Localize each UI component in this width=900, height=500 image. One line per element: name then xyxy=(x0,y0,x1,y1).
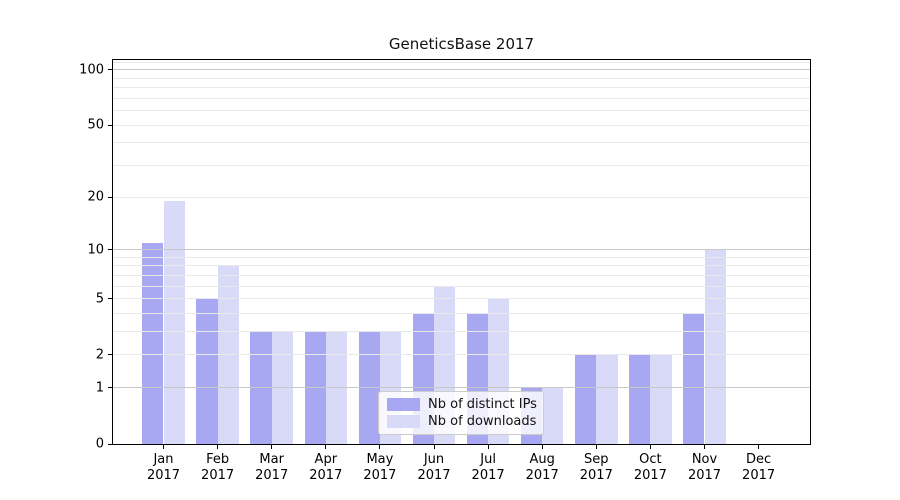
legend-row-downloads: Nb of downloads xyxy=(387,413,537,430)
y-tick-label-5: 5 xyxy=(95,291,104,307)
y-tick-label-50: 50 xyxy=(87,117,104,133)
gridline-minor-90 xyxy=(113,77,810,79)
bar-jan-downloads xyxy=(163,201,185,444)
x-tick-label-aug: Aug 2017 xyxy=(525,452,559,483)
gridline-minor-2 xyxy=(113,354,810,356)
legend-label-distinct-ips: Nb of distinct IPs xyxy=(428,397,537,412)
bar-jan-distinct-ips xyxy=(142,242,164,444)
gridline-minor-110 xyxy=(113,61,810,63)
x-tick-label-may: May 2017 xyxy=(363,452,397,483)
y-tick-mark-100 xyxy=(108,69,112,71)
chart-title: GeneticsBase 2017 xyxy=(388,35,535,53)
bar-sep-distinct-ips xyxy=(575,354,597,444)
y-tick-mark-1 xyxy=(108,387,112,389)
y-tick-mark-5 xyxy=(108,298,112,300)
x-tick-mark-mar xyxy=(271,445,273,449)
gridline-minor-30 xyxy=(113,165,810,167)
gridline-minor-50 xyxy=(113,124,810,126)
x-tick-label-oct: Oct 2017 xyxy=(633,452,667,483)
x-tick-label-nov: Nov 2017 xyxy=(687,452,722,483)
legend-row-distinct-ips: Nb of distinct IPs xyxy=(387,396,537,413)
y-tick-label-1: 1 xyxy=(95,380,104,396)
bar-nov-distinct-ips xyxy=(683,313,705,444)
gridline-minor-9 xyxy=(113,256,810,258)
gridline-major-100 xyxy=(113,69,810,71)
gridline-major-1 xyxy=(113,387,810,389)
gridline-minor-70 xyxy=(113,97,810,99)
x-tick-label-jul: Jul 2017 xyxy=(471,452,505,483)
x-tick-mark-may xyxy=(379,445,381,449)
x-tick-label-sep: Sep 2017 xyxy=(579,452,613,483)
y-tick-label-10: 10 xyxy=(87,242,104,258)
gridline-minor-3 xyxy=(113,331,810,333)
y-tick-mark-0 xyxy=(108,443,112,445)
gridline-minor-5 xyxy=(113,298,810,300)
x-tick-mark-feb xyxy=(217,445,219,449)
x-tick-mark-sep xyxy=(595,445,597,449)
gridline-minor-4 xyxy=(113,313,810,315)
bar-oct-distinct-ips xyxy=(629,354,651,444)
y-tick-label-20: 20 xyxy=(87,189,104,205)
x-tick-mark-nov xyxy=(704,445,705,449)
gridline-minor-8 xyxy=(113,265,810,267)
gridline-minor-40 xyxy=(113,142,810,144)
x-tick-mark-apr xyxy=(325,445,327,449)
x-tick-mark-jul xyxy=(487,445,489,449)
x-tick-mark-jun xyxy=(433,445,435,449)
legend-label-downloads: Nb of downloads xyxy=(428,414,537,429)
legend: Nb of distinct IPs Nb of downloads xyxy=(378,391,544,435)
x-tick-mark-jan xyxy=(163,445,164,449)
x-tick-label-feb: Feb 2017 xyxy=(201,452,235,483)
x-tick-label-jun: Jun 2017 xyxy=(417,452,451,483)
gridline-minor-6 xyxy=(113,285,810,287)
gridline-minor-80 xyxy=(113,87,810,89)
x-tick-label-jan: Jan 2017 xyxy=(146,452,181,483)
gridline-minor-20 xyxy=(113,196,810,198)
x-tick-mark-aug xyxy=(541,445,543,449)
y-tick-mark-20 xyxy=(108,196,112,198)
legend-swatch-downloads xyxy=(387,415,420,428)
bar-aug-downloads xyxy=(542,387,564,444)
y-tick-mark-50 xyxy=(108,124,112,126)
y-tick-label-0: 0 xyxy=(95,436,104,452)
gridline-minor-7 xyxy=(113,274,810,276)
bar-nov-downloads xyxy=(704,249,726,444)
plot-area: Nb of distinct IPs Nb of downloads xyxy=(112,59,811,445)
y-tick-label-100: 100 xyxy=(79,62,104,78)
y-tick-mark-10 xyxy=(108,249,112,251)
x-tick-label-mar: Mar 2017 xyxy=(255,452,289,483)
y-tick-mark-2 xyxy=(108,354,112,356)
x-tick-mark-dec xyxy=(758,445,760,449)
y-tick-label-2: 2 xyxy=(95,347,104,363)
bar-feb-distinct-ips xyxy=(196,298,218,444)
legend-swatch-distinct-ips xyxy=(387,398,420,411)
x-tick-label-apr: Apr 2017 xyxy=(309,452,343,483)
x-tick-label-dec: Dec 2017 xyxy=(742,452,776,483)
bar-sep-downloads xyxy=(596,354,618,444)
bar-oct-downloads xyxy=(650,354,672,444)
gridline-minor-60 xyxy=(113,110,810,112)
x-tick-mark-oct xyxy=(649,445,651,449)
gridline-major-10 xyxy=(113,249,810,251)
